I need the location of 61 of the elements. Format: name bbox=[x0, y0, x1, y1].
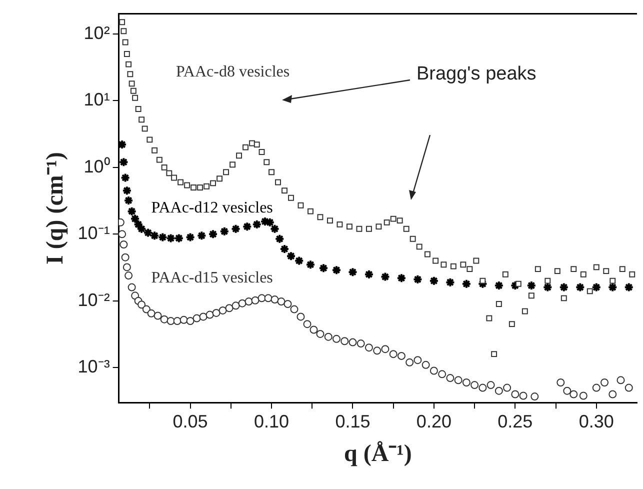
series-label: PAAc-d15 vesicles bbox=[151, 269, 273, 286]
y-axis-title: I (q) (cm⁻¹) bbox=[42, 152, 69, 264]
annotation: Bragg's peaks bbox=[416, 63, 536, 84]
point bbox=[558, 282, 569, 292]
x-axis-title: q (Å⁻¹) bbox=[344, 440, 412, 467]
point bbox=[331, 265, 342, 276]
point bbox=[208, 229, 218, 240]
point bbox=[252, 219, 262, 230]
point bbox=[364, 269, 374, 280]
x-tick-label: 0.15 bbox=[335, 411, 370, 432]
point bbox=[348, 267, 358, 278]
point bbox=[494, 280, 504, 291]
point bbox=[143, 228, 154, 238]
point bbox=[510, 280, 520, 291]
y-tick-label: 10⁻² bbox=[78, 290, 110, 310]
point bbox=[318, 263, 328, 274]
point bbox=[591, 282, 602, 292]
point bbox=[542, 282, 553, 292]
x-tick-label: 0.10 bbox=[254, 411, 290, 432]
point bbox=[126, 206, 137, 216]
point bbox=[196, 230, 207, 241]
point bbox=[242, 222, 252, 232]
point bbox=[412, 274, 423, 284]
y-tick-label: 10¹ bbox=[84, 90, 110, 110]
y-tick-label: 10⁰ bbox=[84, 156, 110, 176]
point bbox=[305, 260, 316, 270]
point bbox=[230, 224, 241, 234]
point bbox=[396, 273, 406, 284]
point bbox=[270, 224, 280, 234]
point bbox=[280, 244, 290, 254]
y-tick-label: 10² bbox=[84, 22, 110, 43]
point bbox=[274, 234, 285, 244]
point bbox=[150, 230, 160, 241]
point bbox=[428, 276, 439, 286]
point bbox=[166, 233, 176, 244]
x-tick-label: 0.25 bbox=[498, 411, 533, 432]
x-tick-label: 0.20 bbox=[416, 411, 452, 432]
x-tick-label: 0.30 bbox=[578, 411, 614, 432]
point bbox=[124, 195, 134, 206]
point bbox=[174, 233, 184, 244]
point bbox=[286, 251, 296, 262]
point bbox=[575, 282, 586, 292]
point bbox=[461, 278, 472, 289]
point bbox=[445, 277, 456, 288]
point bbox=[219, 226, 230, 236]
y-tick-label: 10⁻³ bbox=[78, 356, 110, 377]
point bbox=[608, 282, 618, 292]
y-tick-label: 10⁻¹ bbox=[78, 223, 110, 244]
point bbox=[294, 256, 304, 266]
point bbox=[526, 280, 536, 291]
point bbox=[118, 140, 128, 150]
point bbox=[158, 232, 168, 242]
point bbox=[120, 172, 130, 183]
point bbox=[380, 272, 390, 282]
text: PAAc-d8 vesicles bbox=[176, 63, 290, 80]
point bbox=[624, 282, 634, 292]
point bbox=[122, 186, 132, 196]
x-tick-label: 0.05 bbox=[172, 411, 208, 432]
point bbox=[185, 232, 196, 242]
point bbox=[264, 217, 275, 228]
series-label: PAAc-d12 vesicles bbox=[151, 199, 273, 216]
